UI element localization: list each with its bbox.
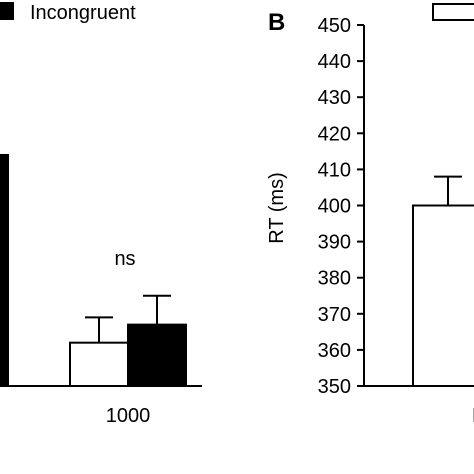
y-tick-label: 410	[318, 159, 351, 181]
y-tick-label: 370	[318, 304, 351, 326]
legend-label-incongruent: Incongruent	[30, 2, 136, 24]
panel-b: B RT (ms) 350 360 370 380 390 400 410 420 430 440…	[266, 3, 474, 427]
bar-incongruent-1000	[127, 323, 187, 388]
panel-b-x-tick-label: N	[472, 405, 474, 427]
panel-b-y-ticks: 350 360 370 380 390 400 410 420 430 440 450	[318, 15, 364, 398]
y-tick-label: 360	[318, 340, 351, 362]
y-tick-label: 420	[318, 123, 351, 145]
bar-series-0-1000	[69, 341, 129, 387]
panel-b-bars	[412, 175, 474, 387]
y-tick-label: 450	[318, 15, 351, 37]
panel-b-letter: B	[268, 9, 285, 36]
panel-a-annotation-ns: ns	[114, 248, 135, 270]
y-tick-label: 350	[318, 376, 351, 398]
y-tick-label: 380	[318, 268, 351, 290]
panel-a: Incongruent 1000 ns	[0, 2, 202, 427]
y-axis-label: RT (ms)	[266, 172, 288, 243]
bar-N	[412, 204, 474, 387]
y-tick-label: 440	[318, 51, 351, 73]
legend-swatch-incongruent	[0, 2, 14, 20]
bar-incongruent-first	[0, 153, 9, 387]
panel-a-x-tick-label: 1000	[106, 405, 151, 427]
panel-a-bars	[0, 153, 187, 388]
y-tick-label: 430	[318, 87, 351, 109]
y-tick-label: 400	[318, 196, 351, 218]
legend-swatch-white	[432, 3, 474, 21]
y-tick-label: 390	[318, 232, 351, 254]
